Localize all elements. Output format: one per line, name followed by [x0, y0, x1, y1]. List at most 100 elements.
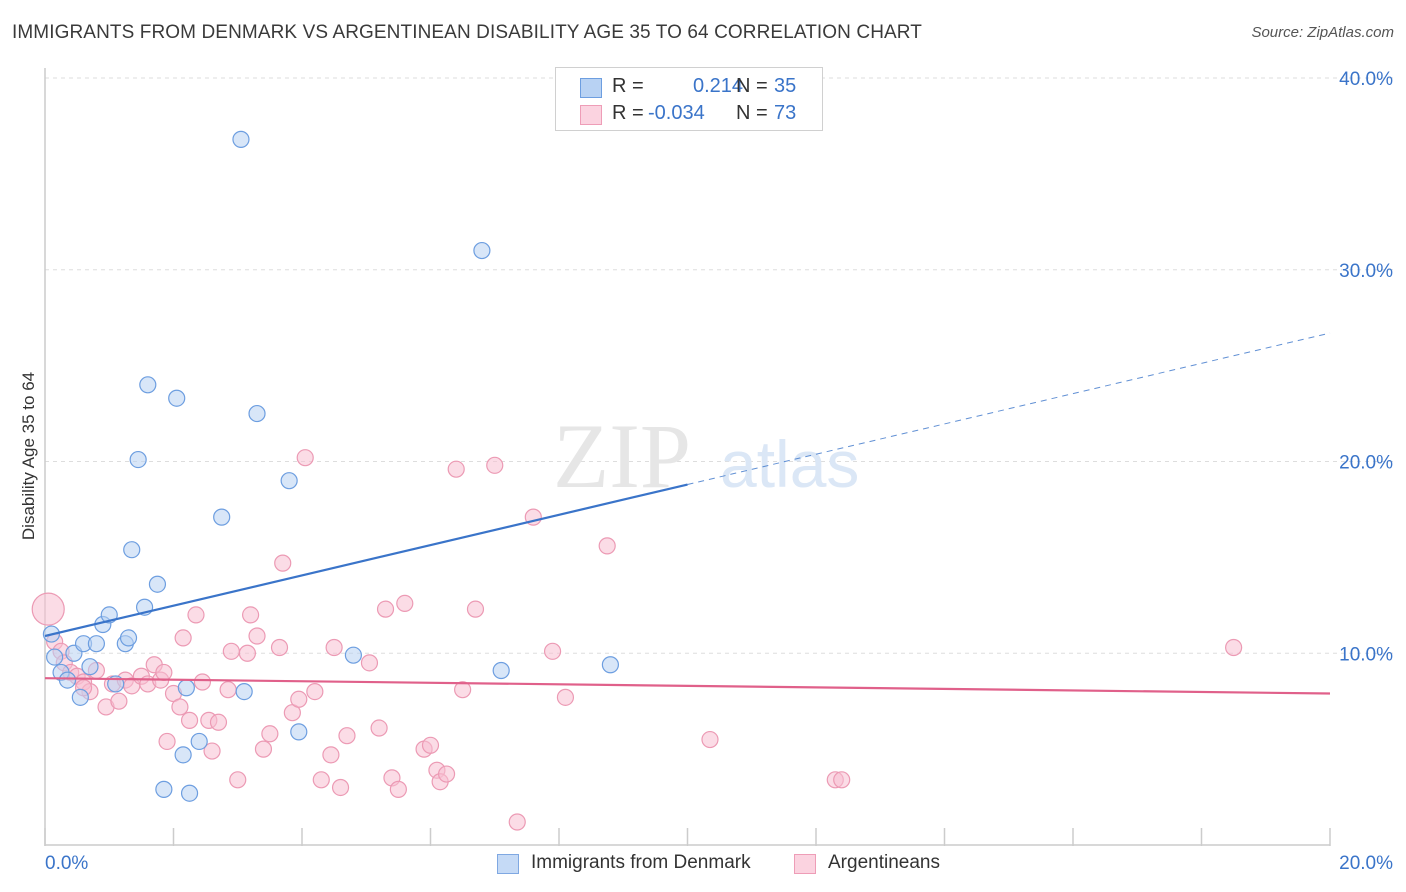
denmark-point — [248, 404, 266, 423]
argentineans-point — [376, 600, 395, 618]
argentineans-point — [290, 690, 308, 708]
argentineans-point — [389, 780, 407, 798]
denmark-points — [42, 130, 620, 802]
argentineans-point — [209, 713, 228, 731]
argentineans-point — [254, 740, 273, 758]
denmark-point — [190, 732, 208, 751]
denmark-point — [601, 656, 620, 674]
n-value: 73 — [774, 102, 797, 124]
argentineans-point — [701, 730, 719, 749]
denmark-point — [71, 688, 89, 706]
argentineans-point — [180, 711, 199, 729]
source-label: Source: ZipAtlas.com — [1251, 24, 1394, 41]
denmark-point — [174, 746, 192, 764]
denmark-trend-line — [44, 483, 688, 638]
denmark-legend-label: Immigrants from Denmark — [531, 852, 751, 873]
argentineans-point — [261, 725, 279, 743]
denmark-point — [473, 241, 491, 260]
denmark-point — [492, 661, 510, 680]
denmark-point — [177, 679, 195, 697]
argentineans-point — [360, 654, 379, 672]
argentineans-point — [110, 692, 128, 710]
y-tick-label: 40.0% — [1339, 69, 1393, 90]
denmark-point — [290, 723, 308, 741]
argentineans-point — [508, 813, 526, 831]
argentineans-point — [193, 673, 212, 691]
argentineans-point — [833, 771, 851, 789]
argentineans-point — [187, 606, 205, 624]
denmark-legend-swatch — [497, 854, 519, 874]
y-tick-label: 30.0% — [1339, 261, 1393, 282]
r-label: R = — [612, 102, 644, 124]
y-axis-label: Disability Age 35 to 64 — [19, 372, 38, 540]
argentineans-point — [296, 449, 314, 467]
n-value: 35 — [774, 75, 797, 97]
argentineans-point — [331, 778, 350, 797]
argentineans-point — [31, 592, 65, 626]
argentineans-point — [222, 642, 240, 660]
argentineans-point — [370, 719, 388, 737]
denmark-point — [155, 780, 173, 798]
argentineans-point — [306, 682, 324, 701]
trend-lines — [44, 332, 1331, 695]
argentineans-point — [421, 736, 440, 754]
denmark-point — [129, 450, 147, 469]
denmark-point — [58, 671, 77, 689]
denmark-point — [232, 130, 250, 148]
denmark-point — [139, 376, 157, 394]
denmark-point — [119, 629, 138, 647]
watermark-atlas: atlas — [720, 427, 859, 501]
y-tick-label: 10.0% — [1339, 644, 1393, 665]
argentineans-point — [274, 554, 292, 572]
denmark-point — [123, 541, 141, 559]
argentineans-point — [396, 594, 414, 612]
n-label: N = — [736, 102, 768, 124]
denmark-point — [46, 648, 64, 666]
denmark-point — [168, 389, 186, 407]
denmark-point — [344, 646, 362, 664]
argentineans-point — [437, 765, 456, 783]
argentineans-point — [155, 663, 173, 682]
argentineans-point — [322, 746, 340, 764]
r-value: -0.034 — [648, 102, 705, 124]
argentineans-legend-swatch — [794, 854, 816, 874]
denmark-point — [180, 784, 199, 802]
argentineans-point — [219, 681, 237, 699]
axes — [44, 68, 1331, 846]
denmark-trend-extension — [687, 332, 1331, 485]
argentineans-point — [447, 460, 465, 478]
argentineans-point — [229, 771, 247, 789]
watermark-zip: ZIP — [553, 405, 691, 507]
argentineans-point — [242, 606, 260, 624]
argentineans-point — [556, 688, 575, 706]
argentineans-points — [31, 449, 1243, 831]
argentineans-point — [270, 638, 289, 657]
r-label: R = — [612, 75, 644, 97]
x-tick-label: 0.0% — [45, 853, 88, 874]
denmark-point — [148, 575, 167, 593]
n-label: N = — [736, 75, 768, 97]
argentineans-legend-label: Argentineans — [828, 852, 940, 873]
argentineans-point — [598, 537, 616, 555]
argentineans-point — [171, 698, 189, 716]
argentineans-point — [238, 644, 256, 662]
argentineans-point — [312, 771, 330, 789]
denmark-point — [87, 635, 106, 653]
argentineans-point — [158, 732, 176, 751]
tick-labels: 10.0% 20.0% 30.0% 40.0% 0.0% 20.0% — [45, 69, 1393, 874]
watermark: ZIP atlas — [553, 405, 859, 507]
denmark-point — [213, 508, 231, 526]
r-value: 0.214 — [693, 75, 744, 97]
correlation-legend: R = 0.214 N = 35 R = -0.034 N = 73 — [555, 67, 823, 131]
argentineans-point — [1225, 638, 1243, 657]
denmark-point — [235, 682, 253, 701]
y-tick-label: 20.0% — [1339, 453, 1393, 474]
argentineans-point — [203, 742, 221, 760]
argentineans-point — [454, 681, 472, 699]
argentineans-swatch — [580, 105, 602, 125]
argentineans-point — [325, 638, 343, 657]
argentineans-point — [466, 600, 485, 618]
denmark-swatch — [580, 78, 602, 98]
denmark-point — [280, 472, 298, 490]
